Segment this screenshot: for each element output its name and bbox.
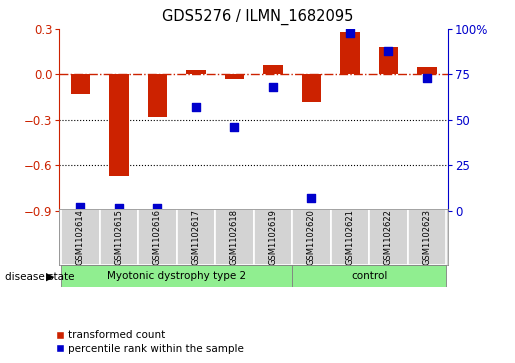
- Bar: [292, 265, 446, 287]
- Text: GSM1102622: GSM1102622: [384, 209, 393, 265]
- Bar: [148, 74, 167, 117]
- Point: [192, 104, 200, 110]
- Point: [76, 204, 84, 210]
- Text: GSM1102621: GSM1102621: [346, 209, 354, 265]
- Bar: [263, 65, 283, 74]
- Text: GSM1102614: GSM1102614: [76, 209, 85, 265]
- Bar: [177, 209, 215, 265]
- Legend: transformed count, percentile rank within the sample: transformed count, percentile rank withi…: [52, 326, 248, 358]
- Bar: [292, 209, 331, 265]
- Text: GSM1102619: GSM1102619: [268, 209, 278, 265]
- Bar: [253, 209, 292, 265]
- Bar: [369, 209, 408, 265]
- Bar: [71, 74, 90, 94]
- Bar: [109, 74, 129, 176]
- Text: Myotonic dystrophy type 2: Myotonic dystrophy type 2: [107, 271, 246, 281]
- Bar: [340, 32, 359, 74]
- Bar: [186, 70, 205, 74]
- Bar: [99, 209, 138, 265]
- Bar: [302, 74, 321, 102]
- Bar: [225, 74, 244, 79]
- Bar: [408, 209, 446, 265]
- Point: [269, 84, 277, 90]
- Bar: [379, 47, 398, 74]
- Bar: [138, 209, 177, 265]
- Text: GSM1102618: GSM1102618: [230, 209, 239, 265]
- Point: [307, 195, 316, 201]
- Bar: [61, 209, 99, 265]
- Text: GSM1102616: GSM1102616: [153, 209, 162, 265]
- Point: [384, 48, 392, 54]
- Bar: [215, 209, 253, 265]
- Point: [423, 75, 431, 81]
- Bar: [61, 265, 292, 287]
- Text: GSM1102617: GSM1102617: [192, 209, 200, 265]
- Point: [115, 205, 123, 211]
- Text: control: control: [351, 271, 387, 281]
- Text: ▶: ▶: [45, 272, 54, 282]
- Bar: [331, 209, 369, 265]
- Text: GSM1102615: GSM1102615: [114, 209, 124, 265]
- Point: [230, 124, 238, 130]
- Point: [346, 30, 354, 36]
- Text: GSM1102620: GSM1102620: [307, 209, 316, 265]
- Text: GDS5276 / ILMN_1682095: GDS5276 / ILMN_1682095: [162, 9, 353, 25]
- Point: [153, 205, 162, 211]
- Text: disease state: disease state: [5, 272, 75, 282]
- Bar: [417, 67, 437, 74]
- Text: GSM1102623: GSM1102623: [422, 209, 432, 265]
